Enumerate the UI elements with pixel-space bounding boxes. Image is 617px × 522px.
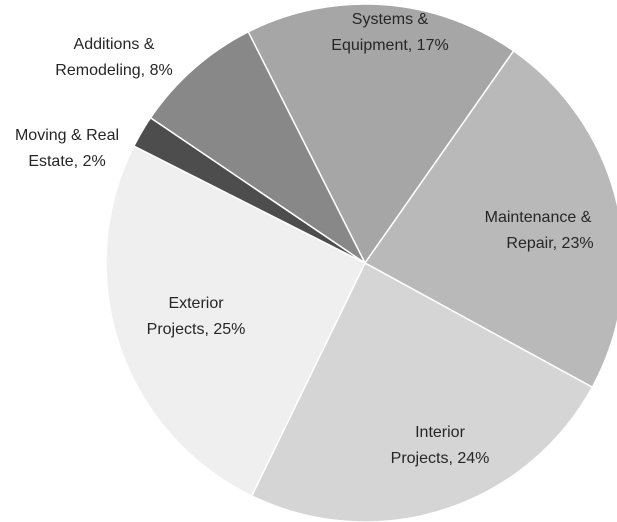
data-label: Interior <box>415 424 465 441</box>
data-label: Repair, 23% <box>506 235 593 252</box>
data-label: Estate, 2% <box>28 153 105 170</box>
pie-slice <box>149 30 367 266</box>
pie-slice <box>250 261 594 522</box>
data-label: Maintenance & <box>485 209 592 226</box>
pie-slice <box>105 145 366 497</box>
data-label: Projects, 24% <box>391 450 490 467</box>
data-label: Moving & Real <box>15 127 119 144</box>
data-label: Equipment, 17% <box>331 37 448 54</box>
pie-slice <box>247 3 515 265</box>
data-label: Additions & <box>74 36 155 53</box>
data-label: Projects, 25% <box>147 321 246 338</box>
data-label: Exterior <box>168 295 224 312</box>
pie-slice <box>363 49 617 389</box>
data-label: Systems & <box>352 11 429 28</box>
data-label: Remodeling, 8% <box>55 62 172 79</box>
